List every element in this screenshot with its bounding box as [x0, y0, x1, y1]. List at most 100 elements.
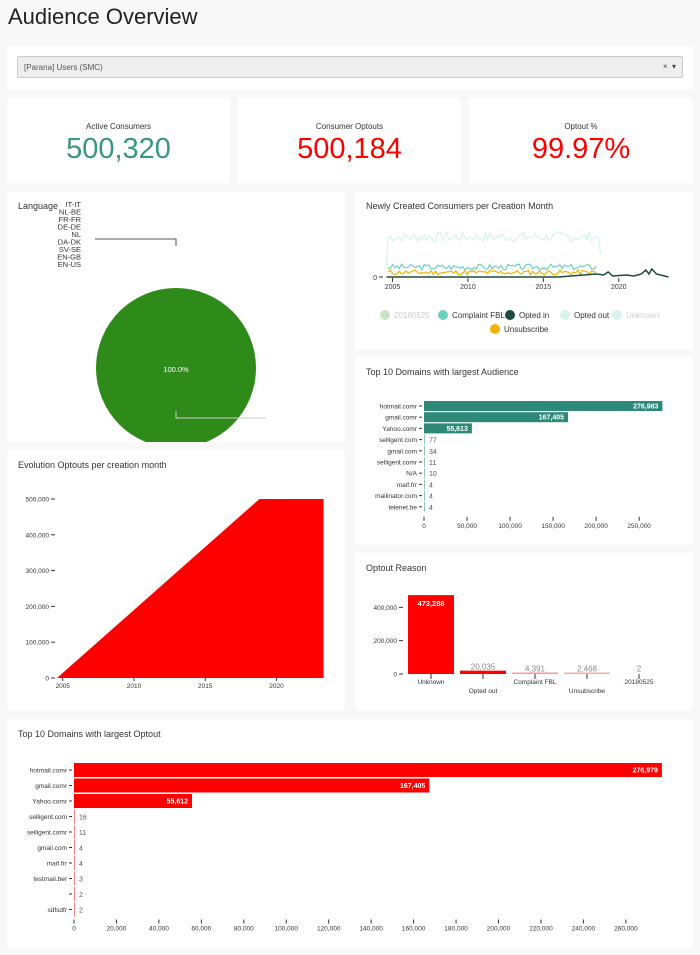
bar: [424, 445, 425, 456]
category-label: sdfsdfr: [47, 907, 67, 914]
data-label: 2,468: [577, 665, 598, 674]
chevron-down-icon[interactable]: ▾: [671, 62, 676, 71]
kpi-consumer-optouts: Consumer Optouts 500,184: [238, 98, 461, 183]
language-card: Language IT-IT NL-BE FR-FR DE-DE NL DA-DK SV-SE…: [7, 192, 345, 448]
kpi-label: Active Consumers: [86, 122, 151, 131]
x-tick-label: Unsubscribe: [569, 688, 606, 695]
bar: [424, 490, 425, 501]
category-label: maif.frr: [397, 482, 418, 489]
x-tick-label: 240,000: [572, 926, 596, 933]
kpi-value: 500,184: [297, 133, 402, 165]
y-tick-label: 100,000: [26, 640, 50, 647]
x-tick-label: 40,000: [149, 926, 169, 933]
x-tick-label: 220,000: [529, 926, 553, 933]
data-label: 11: [429, 460, 436, 467]
bar: [424, 423, 472, 434]
bar: [74, 778, 430, 793]
filter-card: [Parana] Users (SMC) × ▾: [7, 46, 693, 90]
x-tick-label: 260,000: [614, 926, 638, 933]
legend-item: FR-FR: [59, 215, 82, 224]
category-label: telenet.be: [388, 504, 417, 511]
legend-swatch: [560, 310, 570, 320]
y-tick-label: 400,000: [374, 605, 398, 612]
newly-created-line-chart: 0 2005 2010 2015 2020 20180525 Complaint FBL Op…: [373, 230, 669, 334]
legend-swatch: [438, 310, 448, 320]
data-label: 11: [79, 830, 86, 837]
bar: [424, 468, 425, 479]
legend-swatch: [505, 310, 515, 320]
top-domains-audience-chart: hotmail.comr 276,983 gmail.comr 167,405 Yaho…: [375, 401, 663, 530]
data-label: 4,391: [525, 665, 546, 674]
bar: [74, 902, 75, 917]
chart-title: Top 10 Domains with largest Optout: [18, 729, 161, 739]
data-label: 2: [637, 665, 642, 674]
bar: [74, 825, 75, 839]
data-label: 4: [429, 505, 433, 512]
data-label: 2: [79, 908, 83, 915]
data-label: 4: [429, 482, 433, 489]
legend-label: Opted in: [519, 311, 549, 320]
legend-label: Unknown: [626, 311, 659, 320]
x-tick-label: 250,000: [627, 523, 651, 530]
x-tick-label: Opted out: [469, 688, 498, 695]
x-tick-label: 60,000: [191, 926, 211, 933]
optout-reason-card: Optout Reason 0 200,000 400,000 473,288 Unkn…: [355, 553, 693, 710]
leader-line: [95, 238, 177, 246]
chart-title: Optout Reason: [366, 563, 427, 573]
legend-swatch: [612, 310, 622, 320]
x-tick-label: 2020: [269, 683, 284, 690]
x-tick-label: 50,000: [457, 523, 477, 530]
bar: [74, 856, 75, 870]
data-label: 55,612: [167, 799, 189, 806]
bar: [74, 794, 193, 808]
data-label: 276,983: [633, 404, 658, 411]
evolution-optouts-chart: 0 100,000 200,000 300,000 400,000 500,000 2005…: [26, 497, 324, 690]
x-tick-label: 80,000: [234, 926, 254, 933]
dataset-select[interactable]: [Parana] Users (SMC) × ▾: [17, 56, 683, 78]
y-tick-label: 0: [45, 676, 49, 683]
kpi-active-consumers: Active Consumers 500,320: [7, 98, 230, 183]
x-tick-label: 140,000: [359, 926, 383, 933]
category-label: selligent.com: [379, 437, 417, 444]
category-label: gmail.com: [387, 448, 417, 455]
bar: [74, 809, 75, 824]
data-label: 16: [79, 815, 87, 822]
chart-title: Language: [18, 201, 58, 211]
x-tick-label: 20180525: [625, 679, 654, 686]
x-tick-label: 2015: [536, 284, 552, 291]
data-label: 473,288: [417, 599, 444, 608]
bar: [424, 501, 425, 512]
data-label: 55,613: [446, 426, 468, 433]
line-series-complaint-fbl: [387, 263, 597, 272]
chart-title: Newly Created Consumers per Creation Mon…: [366, 201, 554, 211]
legend-item: IT-IT: [66, 200, 82, 209]
x-tick-label: 150,000: [541, 523, 565, 530]
category-label: mailinator.com: [375, 493, 417, 500]
optout-reason-chart: 0 200,000 400,000 473,288 Unknown 20,035 Opted…: [374, 595, 654, 695]
data-label: 20,035: [471, 663, 496, 672]
clear-icon[interactable]: ×: [662, 62, 668, 71]
category-label: testmail.ber: [33, 876, 67, 883]
line-series-opted-in: [386, 267, 669, 278]
y-tick-label: 200,000: [26, 604, 50, 611]
y-tick-label: 300,000: [26, 568, 50, 575]
y-tick-label: 200,000: [374, 638, 398, 645]
data-label: 4: [429, 494, 433, 501]
data-label: 167,405: [400, 783, 425, 790]
category-label: N/A: [406, 471, 418, 478]
category-label: selligent.com: [29, 814, 67, 821]
x-tick-label: Complaint FBL: [514, 679, 557, 686]
page-title: Audience Overview: [8, 4, 198, 29]
kpi-value: 99.97%: [531, 133, 631, 165]
legend-item: DE-DE: [58, 223, 81, 232]
kpi-optout-percent: Optout % 99.97%: [469, 98, 693, 183]
kpi-label: Optout %: [564, 122, 598, 131]
category-label: hotmail.comr: [30, 768, 68, 775]
legend-label: Opted out: [574, 311, 610, 320]
x-tick-label: Unknown: [417, 679, 444, 686]
x-tick-label: 2015: [198, 683, 213, 690]
legend-item: EN-US: [58, 260, 81, 269]
data-label: 10: [429, 471, 437, 478]
bar: [424, 457, 425, 467]
x-tick-label: 160,000: [402, 926, 426, 933]
